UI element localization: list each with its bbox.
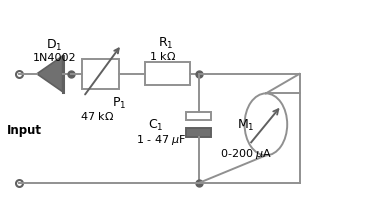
Bar bbox=[145, 62, 190, 85]
Bar bbox=[82, 59, 119, 89]
Bar bbox=[186, 129, 211, 137]
Text: 1 k$\Omega$: 1 k$\Omega$ bbox=[149, 50, 176, 62]
Text: P$_\mathregular{1}$: P$_\mathregular{1}$ bbox=[111, 96, 126, 111]
Text: 0-200 $\mu$A: 0-200 $\mu$A bbox=[220, 147, 272, 161]
Text: Input: Input bbox=[7, 124, 42, 137]
Bar bbox=[186, 112, 211, 120]
Polygon shape bbox=[37, 56, 63, 92]
Text: M$_\mathregular{1}$: M$_\mathregular{1}$ bbox=[237, 118, 254, 133]
Text: 1N4002: 1N4002 bbox=[33, 53, 77, 63]
Text: C$_\mathregular{1}$: C$_\mathregular{1}$ bbox=[148, 118, 163, 133]
Text: 47 k$\Omega$: 47 k$\Omega$ bbox=[80, 110, 114, 122]
Text: 1 - 47 $\mu$F: 1 - 47 $\mu$F bbox=[136, 132, 186, 147]
Text: D$_\mathregular{1}$: D$_\mathregular{1}$ bbox=[46, 37, 62, 53]
Text: R$_\mathregular{1}$: R$_\mathregular{1}$ bbox=[158, 36, 174, 51]
